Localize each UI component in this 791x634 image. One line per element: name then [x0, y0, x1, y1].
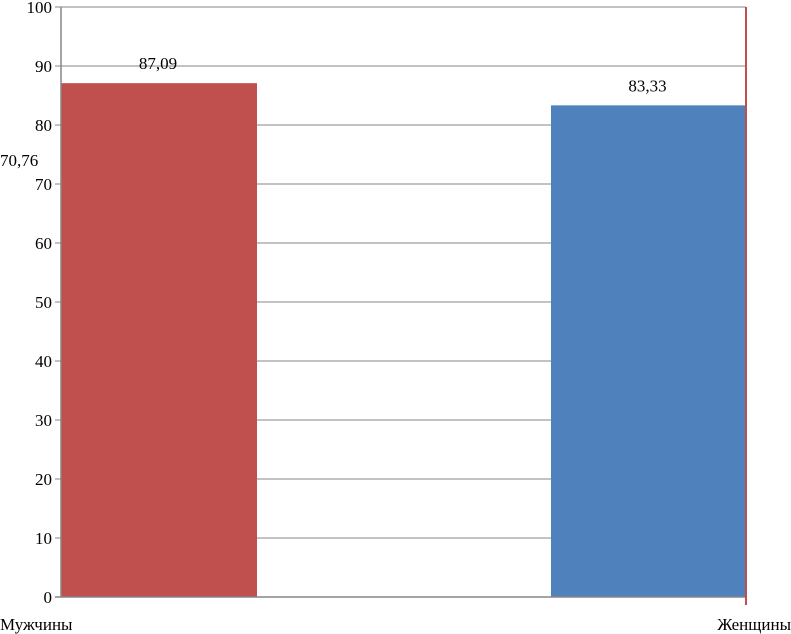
bars [61, 83, 746, 597]
x-tick-label-1: Женщины [717, 615, 791, 634]
data-label-1: 83,33 [628, 76, 666, 95]
y-tick-label: 20 [35, 470, 52, 489]
y-tick-label: 70 [35, 175, 52, 194]
y-tick-label: 90 [35, 57, 52, 76]
y-tick-label: 50 [35, 293, 52, 312]
y-tick-label: 0 [44, 588, 53, 607]
x-tick-label-0: Мужчины [0, 615, 73, 634]
y-tick-label: 100 [27, 0, 53, 17]
y-tick-label: 60 [35, 234, 52, 253]
y-tick-label: 40 [35, 352, 52, 371]
y-tick-labels: 0 10 20 30 40 50 60 70 80 90 100 [27, 0, 53, 607]
bar-1 [551, 105, 746, 597]
y-tick-label: 80 [35, 116, 52, 135]
bar-0 [61, 83, 257, 597]
y-tick-label: 10 [35, 529, 52, 548]
data-labels: 87,09 83,33 [139, 54, 667, 95]
annotation-label: 70,76 [0, 151, 38, 170]
y-tick-label: 30 [35, 411, 52, 430]
data-label-0: 87,09 [139, 54, 177, 73]
